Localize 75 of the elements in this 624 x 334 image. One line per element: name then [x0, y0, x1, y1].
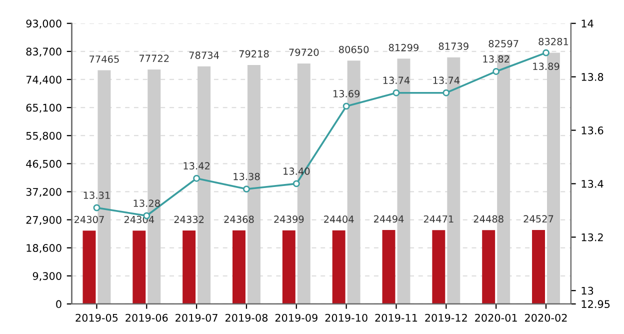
- point: [542, 49, 550, 56]
- bar: [232, 230, 246, 304]
- data-label: 24494: [374, 215, 404, 223]
- x-tick-label: 2019-10: [325, 314, 368, 322]
- bar: [482, 230, 496, 304]
- y-tick-label: 46,500: [26, 160, 62, 169]
- point: [392, 89, 400, 96]
- x-tick-label: 2019-06: [126, 314, 168, 322]
- data-label: 13.31: [84, 192, 110, 199]
- point: [342, 102, 350, 110]
- data-label: 24332: [174, 216, 204, 224]
- data-label: 82597: [488, 40, 518, 48]
- data-label: 79720: [289, 48, 319, 56]
- point: [492, 68, 500, 75]
- bar: [432, 230, 446, 304]
- data-label: 13.74: [433, 76, 460, 84]
- data-label: 24488: [474, 215, 504, 223]
- y-tick-label: 37,200: [26, 188, 62, 197]
- y-tick-label: 83,700: [26, 48, 62, 57]
- x-tick-label: 2019-12: [425, 314, 467, 322]
- x-tick-label: 2019-11: [375, 314, 418, 322]
- bar: [532, 230, 545, 304]
- x-tick-label: 2019-09: [275, 314, 318, 322]
- bar: [132, 230, 146, 304]
- point: [243, 186, 250, 193]
- y-tick-label: 93,000: [26, 20, 62, 29]
- bar: [382, 230, 396, 304]
- y-tick-label: 18,600: [26, 244, 62, 253]
- data-label: 24368: [224, 216, 254, 223]
- y-tick-label: 0: [56, 300, 62, 308]
- x-tick-label: 2020-02: [525, 314, 567, 322]
- point: [93, 204, 100, 212]
- point: [193, 174, 200, 182]
- data-label: 24307: [74, 216, 104, 224]
- y2-tick-label: 14: [582, 20, 594, 28]
- data-label: 83281: [538, 38, 568, 46]
- x-tick-label: 2019-05: [76, 314, 118, 322]
- y2-tick-label: 13.6: [582, 126, 604, 134]
- y-tick-label: 27,900: [26, 216, 62, 225]
- y2-tick-label: 13.2: [582, 233, 603, 242]
- data-label: 81299: [388, 44, 419, 52]
- y2-tick-label: 13.4: [582, 180, 604, 188]
- data-label: 13.69: [333, 90, 360, 98]
- data-label: 13.74: [383, 76, 410, 84]
- data-label: 24399: [274, 216, 304, 223]
- y-tick-label: 55,800: [26, 132, 62, 141]
- data-label: 24527: [524, 215, 554, 223]
- x-tick-label: 2019-07: [176, 314, 218, 322]
- x-tick-label: 2019-08: [225, 314, 268, 322]
- y-tick-label: 9,300: [32, 272, 62, 282]
- bar: [282, 230, 296, 304]
- data-label: 79218: [239, 50, 269, 58]
- data-label: 13.89: [533, 62, 560, 70]
- bar: [82, 230, 96, 304]
- data-label: 80650: [339, 46, 369, 54]
- data-label: 13.28: [134, 200, 160, 207]
- data-label: 24471: [424, 215, 454, 223]
- y2-tick-label: 12.95: [582, 300, 610, 308]
- data-label: 24404: [324, 216, 354, 223]
- data-label: 81739: [438, 42, 468, 50]
- bar: [182, 230, 196, 304]
- point: [292, 180, 300, 188]
- y-tick-label: 74,400: [26, 76, 62, 85]
- x-tick-label: 2020-01: [475, 314, 517, 322]
- y2-tick-label: 13.8: [582, 73, 604, 81]
- data-label: 13.82: [483, 55, 510, 63]
- data-label: 77465: [90, 55, 119, 63]
- data-label: 13.42: [184, 162, 210, 170]
- data-label: 77722: [139, 54, 169, 62]
- y-tick-label: 65,100: [26, 104, 62, 113]
- y2-tick-label: 13: [582, 286, 594, 295]
- point: [442, 89, 450, 96]
- data-label: 13.38: [234, 172, 260, 180]
- bar: [332, 230, 346, 304]
- data-label: 78734: [189, 52, 219, 59]
